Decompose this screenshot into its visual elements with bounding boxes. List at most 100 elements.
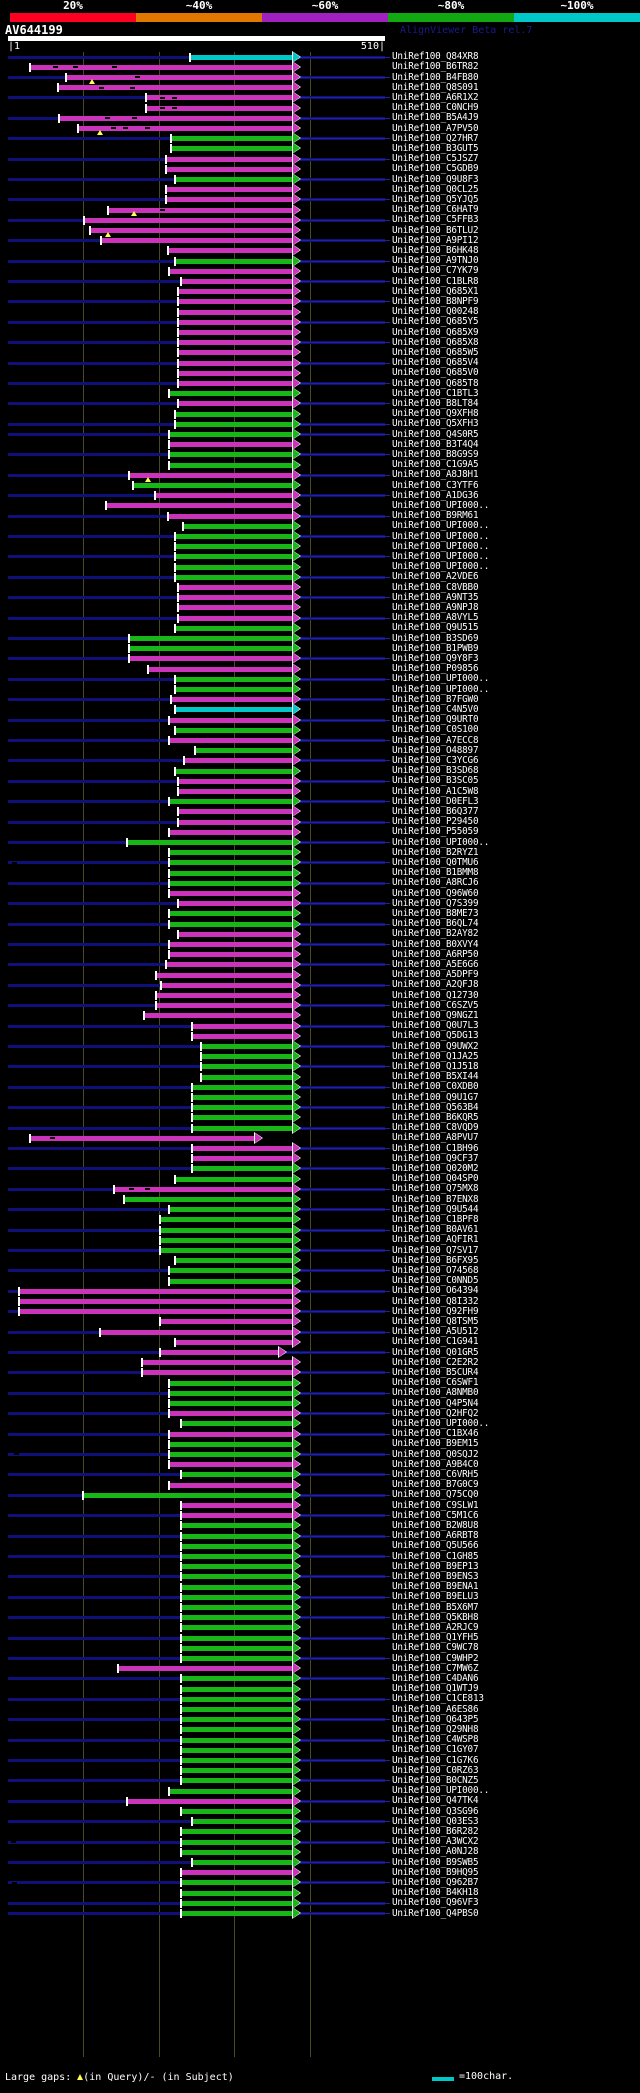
alignment-row[interactable]: UniRef100_Q9U8F3: [0, 173, 640, 185]
hsp-bar[interactable]: [158, 1247, 292, 1253]
alignment-row[interactable]: UniRef100_A1C5W8: [0, 785, 640, 797]
alignment-row[interactable]: UniRef100_Q8S091: [0, 81, 640, 94]
hsp-bar[interactable]: [164, 166, 292, 172]
hsp-bar[interactable]: [169, 136, 292, 142]
hit-id-label[interactable]: UniRef100_A9B4C0: [392, 1458, 479, 1470]
hsp-bar[interactable]: [116, 1666, 292, 1672]
hsp-bar[interactable]: [180, 1727, 292, 1733]
hit-id-label[interactable]: UniRef100_Q04SP0: [392, 1173, 479, 1185]
alignment-row[interactable]: UniRef100_Q020M2: [0, 1162, 640, 1175]
hsp-bar[interactable]: [174, 676, 292, 682]
alignment-row[interactable]: UniRef100_A2QFJ8: [0, 978, 640, 991]
hit-id-label[interactable]: UniRef100_Q0CL25: [392, 183, 479, 195]
alignment-row[interactable]: UniRef100_Q9NGZ1: [0, 1009, 640, 1022]
hsp-bar[interactable]: [174, 727, 292, 733]
hsp-bar[interactable]: [174, 533, 292, 539]
hit-id-label[interactable]: UniRef100_B7G0C9: [392, 1479, 479, 1491]
hit-id-label[interactable]: UniRef100_Q685T8: [392, 377, 479, 389]
alignment-row[interactable]: UniRef100_C8VBB0: [0, 581, 640, 593]
hit-id-label[interactable]: UniRef100_Q4PBS0: [392, 1907, 479, 1919]
hit-id-label[interactable]: UniRef100_B9EP13: [392, 1560, 479, 1572]
hsp-bar[interactable]: [200, 1074, 292, 1080]
hit-id-label[interactable]: UniRef100_Q92FH9: [392, 1305, 479, 1317]
hit-id-label[interactable]: UniRef100_C1GH85: [392, 1550, 479, 1562]
alignment-row[interactable]: UniRef100_C0NND5: [0, 1274, 640, 1287]
hit-id-label[interactable]: UniRef100_UPI000..: [392, 1785, 490, 1797]
hit-id-label[interactable]: UniRef100_C1BPF8: [392, 1213, 479, 1225]
hsp-bar[interactable]: [174, 421, 292, 427]
hit-id-label[interactable]: UniRef100_B2AY82: [392, 928, 479, 940]
hit-id-label[interactable]: UniRef100_Q7S399: [392, 897, 479, 909]
alignment-row[interactable]: UniRef100_A0NJ28: [0, 1845, 640, 1858]
hsp-bar[interactable]: [177, 329, 292, 335]
hsp-bar[interactable]: [180, 1635, 292, 1641]
alignment-row[interactable]: UniRef100_A5DPF9: [0, 968, 640, 981]
alignment-row[interactable]: UniRef100_C1BLR8: [0, 275, 640, 287]
hit-id-label[interactable]: UniRef100_C1BLR8: [392, 275, 479, 287]
hsp-bar[interactable]: [141, 1370, 292, 1376]
alignment-row[interactable]: UniRef100_UPI000..: [0, 1784, 640, 1797]
hsp-bar[interactable]: [180, 1645, 292, 1651]
alignment-row[interactable]: UniRef100_B3GUT5: [0, 142, 640, 155]
hsp-bar[interactable]: [177, 778, 292, 784]
hsp-bar[interactable]: [177, 340, 292, 346]
alignment-row[interactable]: UniRef100_C2E2R2: [0, 1356, 640, 1369]
hsp-bar[interactable]: [180, 1808, 292, 1814]
alignment-row[interactable]: UniRef100_B3SC05: [0, 774, 640, 787]
alignment-row[interactable]: UniRef100_Q9U544: [0, 1203, 640, 1216]
alignment-row[interactable]: UniRef100_B5CUR4: [0, 1366, 640, 1379]
hsp-bar[interactable]: [190, 1033, 292, 1039]
hsp-bar[interactable]: [174, 258, 292, 264]
alignment-row[interactable]: UniRef100_Q3SG96: [0, 1805, 640, 1817]
hit-id-label[interactable]: UniRef100_Q96W60: [392, 887, 479, 899]
hsp-bar[interactable]: [167, 1380, 292, 1386]
hsp-bar[interactable]: [167, 717, 292, 723]
hit-id-label[interactable]: UniRef100_Q5DG13: [392, 1030, 479, 1042]
hit-id-label[interactable]: UniRef100_B4KH18: [392, 1887, 479, 1899]
hit-id-label[interactable]: UniRef100_B8LT84: [392, 397, 479, 409]
hsp-bar[interactable]: [180, 1890, 292, 1896]
alignment-row[interactable]: UniRef100_Q685W5: [0, 346, 640, 359]
hit-id-label[interactable]: UniRef100_C8VQD9: [392, 1122, 479, 1134]
alignment-row[interactable]: UniRef100_UPI000..: [0, 560, 640, 573]
hsp-bar[interactable]: [164, 962, 292, 968]
hit-id-label[interactable]: UniRef100_UPI000..: [392, 540, 490, 552]
hit-id-label[interactable]: UniRef100_B1PWB9: [392, 642, 479, 654]
hit-id-label[interactable]: UniRef100_C7YK79: [392, 265, 479, 277]
hit-id-label[interactable]: UniRef100_A6RBT8: [392, 1530, 479, 1542]
alignment-row[interactable]: UniRef100_C1GH85: [0, 1550, 640, 1562]
hsp-bar[interactable]: [180, 1757, 292, 1763]
alignment-row[interactable]: UniRef100_Q5XFH3: [0, 417, 640, 430]
hsp-bar[interactable]: [167, 1462, 292, 1468]
alignment-row[interactable]: UniRef100_Q685Y5: [0, 315, 640, 328]
hsp-bar[interactable]: [167, 952, 292, 958]
hsp-bar[interactable]: [167, 391, 292, 397]
hit-id-label[interactable]: UniRef100_Q96VF3: [392, 1897, 479, 1909]
alignment-row[interactable]: UniRef100_B2W8U8: [0, 1519, 640, 1532]
hsp-bar[interactable]: [28, 64, 292, 70]
hsp-bar[interactable]: [155, 1003, 292, 1009]
alignment-row[interactable]: UniRef100_Q1J518: [0, 1060, 640, 1073]
hsp-bar[interactable]: [180, 1747, 292, 1753]
hsp-bar[interactable]: [145, 95, 292, 101]
hit-id-label[interactable]: UniRef100_B5XI44: [392, 1071, 479, 1083]
hit-id-label[interactable]: UniRef100_B6FX95: [392, 1254, 479, 1266]
hit-id-label[interactable]: UniRef100_Q962B7: [392, 1876, 479, 1888]
hit-id-label[interactable]: UniRef100_A6RP50: [392, 948, 479, 960]
hit-id-label[interactable]: UniRef100_P29450: [392, 816, 479, 828]
hsp-bar[interactable]: [167, 1788, 292, 1794]
alignment-row[interactable]: UniRef100_B5A4J9: [0, 111, 640, 124]
hit-id-label[interactable]: UniRef100_Q9NGZ1: [392, 1009, 479, 1021]
alignment-row[interactable]: UniRef100_Q96VF3: [0, 1896, 640, 1909]
alignment-row[interactable]: UniRef100_Q0U7L3: [0, 1019, 640, 1032]
hit-id-label[interactable]: UniRef100_B4FB80: [392, 71, 479, 83]
alignment-row[interactable]: UniRef100_B6QL74: [0, 917, 640, 930]
hit-id-label[interactable]: UniRef100_B8ME73: [392, 907, 479, 919]
hit-id-label[interactable]: UniRef100_UPI000..: [392, 673, 490, 685]
hsp-bar[interactable]: [167, 1451, 292, 1457]
hsp-bar[interactable]: [167, 860, 292, 866]
hit-id-label[interactable]: UniRef100_Q9U8F3: [392, 173, 479, 185]
alignment-row[interactable]: UniRef100_Q5KBH8: [0, 1611, 640, 1624]
hsp-bar[interactable]: [190, 1094, 292, 1100]
hit-id-label[interactable]: UniRef100_Q3SG96: [392, 1805, 479, 1817]
